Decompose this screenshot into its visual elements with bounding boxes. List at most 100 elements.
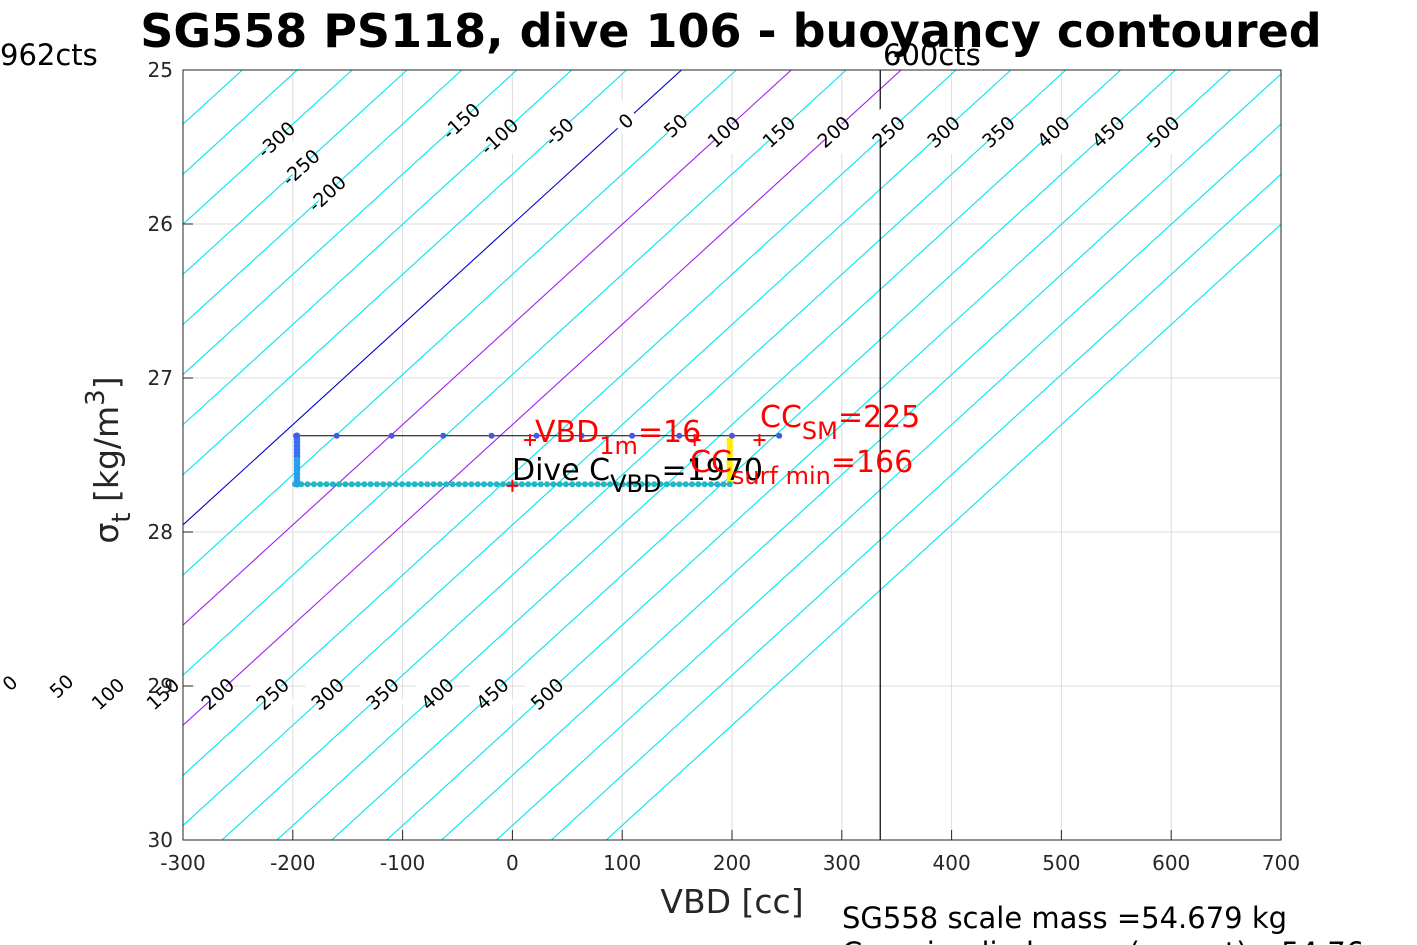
contour-line-0 (183, 70, 682, 526)
track-point-lower (544, 481, 551, 488)
track-point-lower (424, 481, 431, 488)
annotation-dive-c-vbd: Dive CVBD=1970 (512, 453, 763, 498)
annotation-vbd-1m: VBD1m=16 (535, 415, 701, 460)
contour-label-bg (469, 670, 516, 718)
ccsurf-sub: surf min (732, 462, 831, 490)
track-point-lower (392, 481, 399, 488)
ccsm-sub: SM (802, 417, 838, 445)
track-point-upper (578, 432, 585, 439)
track-point-lower (707, 481, 714, 488)
track-point-lower (430, 481, 437, 488)
contour-line-50 (183, 70, 737, 576)
contour-lines (183, 70, 1281, 840)
track-point-lower (474, 481, 481, 488)
ccsm-val: =225 (838, 400, 920, 435)
x-tick-label: -100 (380, 851, 425, 875)
track-point-upper (293, 432, 300, 439)
track-point-lower (317, 481, 324, 488)
contour-label-bg (602, 97, 649, 145)
contour-label-bg (975, 107, 1022, 156)
contour-line-400 (276, 70, 1122, 840)
contour-label-bg (139, 670, 186, 718)
track-point-lower (619, 481, 626, 488)
annotation-cc-sm: CCSM=225 (760, 400, 920, 445)
track-point-lower (405, 481, 412, 488)
track-point-lower (411, 481, 418, 488)
track-point-lower (607, 481, 614, 488)
track-point-lower (701, 481, 708, 488)
track-point-upper (676, 432, 683, 439)
contour-label-bg (524, 670, 570, 718)
footer-scale-mass: SG558 scale mass =54.679 kg (842, 901, 1287, 935)
contour-label-bg (194, 670, 241, 718)
y-label-unit: [kg/m (87, 406, 126, 513)
footer-implied-mass: C implied mass (ascent) =54.76 (842, 936, 1364, 945)
markers (506, 434, 766, 492)
y-label-sigma: σ (87, 523, 126, 544)
contour-label-bg (38, 662, 85, 710)
contour-label-bg (865, 107, 912, 156)
track-point-lower (443, 481, 450, 488)
y-label-close: ] (87, 376, 126, 389)
track-point-lower (462, 481, 469, 488)
contour-label-bg (359, 670, 406, 718)
ccsurf-main: CC (690, 445, 732, 480)
track-point-lower (537, 481, 544, 488)
track-point-lower (418, 481, 425, 488)
track-point-lower (695, 481, 702, 488)
track-point-lower (581, 481, 588, 488)
track-point-upper (388, 432, 395, 439)
y-label-sub: t (107, 512, 137, 522)
svg-text:σt [kg/m3]: σt [kg/m3] (81, 376, 137, 543)
contour-label-bg (920, 107, 967, 156)
contour-line--250 (183, 70, 408, 276)
contour-line-650 (551, 173, 1281, 840)
x-tick-label: 600 (1152, 851, 1190, 875)
track-point-lower (657, 481, 664, 488)
contour-label-bg (0, 659, 33, 707)
chart-title: SG558 PS118, dive 106 - buoyancy contour… (140, 4, 1321, 58)
contour-label-bg (438, 97, 485, 145)
track-point-lower (550, 481, 557, 488)
annotation-cc-surf-min: CCsurf min=166 (690, 445, 913, 490)
contour-label-bg (304, 670, 351, 718)
y-tick-label: 27 (148, 366, 173, 390)
contour-line--100 (183, 70, 573, 426)
track-point-lower (304, 481, 311, 488)
track-point-lower (323, 481, 330, 488)
track-point-lower (310, 481, 317, 488)
track-point-lower (625, 481, 632, 488)
track-point-lower (436, 481, 443, 488)
track-point-lower (493, 481, 500, 488)
contour-line-450 (331, 70, 1176, 840)
track-point-lower (386, 481, 393, 488)
contour-line-250 (183, 70, 957, 777)
contour-line--150 (183, 70, 518, 376)
axis-ticks: -300 -200 -100 0 100 200 300 400 500 600 700 25 26 27… (148, 58, 1301, 875)
track-point-lower (468, 481, 475, 488)
divec-sub: VBD (610, 470, 661, 498)
contour-label-bg (1140, 107, 1186, 156)
track-point-lower (367, 481, 374, 488)
contour-label-bg (303, 169, 350, 217)
track-point-left (293, 480, 301, 488)
track-point-lower (569, 481, 576, 488)
track-point-lower (613, 481, 620, 488)
x-tick-label: 300 (823, 851, 861, 875)
track-point-lower (682, 481, 689, 488)
track-point-lower (562, 481, 569, 488)
contour-line-550 (441, 73, 1281, 840)
x-tick-label: 0 (506, 851, 519, 875)
contour-label-bg (700, 107, 747, 156)
y-tick-label: 25 (148, 58, 173, 82)
y-tick-label: 28 (148, 520, 173, 544)
track-point-lower (336, 481, 343, 488)
track-point-lower (720, 481, 727, 488)
x-tick-label: 500 (1042, 851, 1080, 875)
x-tick-label: 200 (713, 851, 751, 875)
contour-line--50 (183, 70, 627, 476)
y-tick-label: 30 (148, 828, 173, 852)
track-point-upper (776, 432, 783, 439)
contour-line-200 (183, 70, 902, 727)
